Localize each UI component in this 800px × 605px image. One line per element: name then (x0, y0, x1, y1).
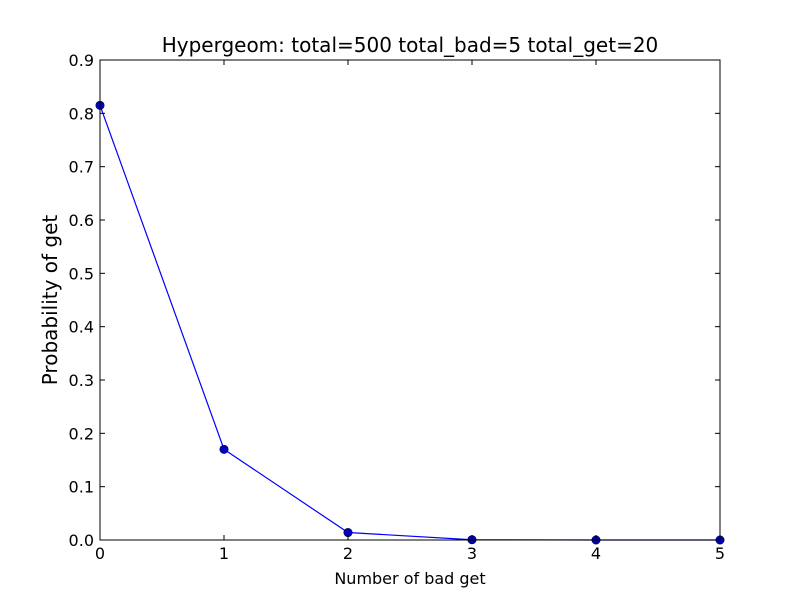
x-tick-label: 5 (715, 544, 725, 563)
x-tick-label: 0 (95, 544, 105, 563)
x-tick-label: 1 (219, 544, 229, 563)
x-tick-label: 4 (591, 544, 601, 563)
x-tick-label: 3 (467, 544, 477, 563)
y-tick-label: 0.5 (69, 264, 94, 283)
x-tick-label: 2 (343, 544, 353, 563)
y-tick-label: 0.4 (69, 318, 94, 337)
data-point (219, 444, 229, 454)
plot-frame (99, 59, 721, 541)
y-tick-label: 0.7 (69, 158, 94, 177)
y-tick-label: 0.3 (69, 371, 94, 390)
y-tick-label: 0.9 (69, 51, 94, 70)
chart-title: Hypergeom: total=500 total_bad=5 total_g… (162, 33, 659, 57)
y-axis-label: Probability of get (38, 215, 62, 386)
x-axis-label: Number of bad get (334, 569, 485, 588)
y-tick-label: 0.0 (69, 531, 94, 550)
y-tick-label: 0.8 (69, 104, 94, 123)
y-tick-label: 0.1 (69, 478, 94, 497)
y-tick-label: 0.2 (69, 424, 94, 443)
y-tick-label: 0.6 (69, 211, 94, 230)
